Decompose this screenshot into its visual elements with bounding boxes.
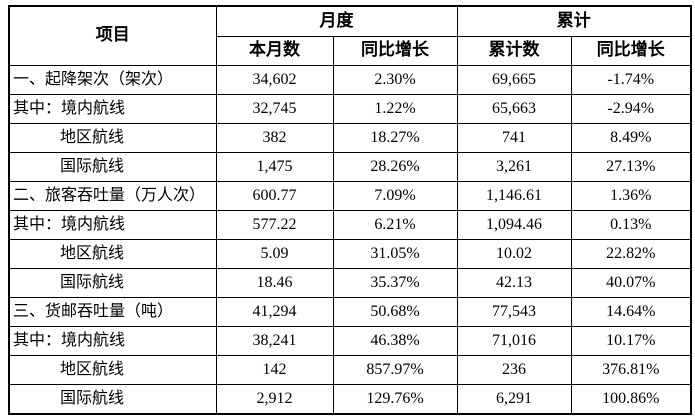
table-row: 国际航线 1,475 28.26% 3,261 27.13% (8, 151, 692, 182)
header-item-column: 项目 (8, 5, 217, 66)
cumulative-yoy-cell: 14.64% (570, 296, 692, 327)
cumulative-value-cell: 6,291 (456, 383, 572, 415)
header-monthly-group: 月度 (215, 5, 458, 37)
row-label: 地区航线 (8, 122, 217, 153)
table-row: 其中：境内航线 32,745 1.22% 65,663 -2.94% (8, 93, 692, 124)
table-row: 二、旅客吞吐量（万人次） 600.77 7.09% 1,146.61 1.36% (8, 180, 692, 211)
cumulative-value-cell: 10.02 (456, 238, 572, 269)
row-label: 国际航线 (8, 151, 217, 182)
cumulative-yoy-cell: 27.13% (570, 151, 692, 182)
table-row: 地区航线 382 18.27% 741 8.49% (8, 122, 692, 153)
cumulative-yoy-cell: 100.86% (570, 383, 692, 415)
cumulative-value-cell: 65,663 (456, 93, 572, 124)
row-label: 其中：境内航线 (8, 93, 217, 124)
table-row: 其中：境内航线 38,241 46.38% 71,016 10.17% (8, 325, 692, 356)
cumulative-value-cell: 42.13 (456, 267, 572, 298)
cumulative-yoy-cell: 0.13% (570, 209, 692, 240)
table-body: 一、起降架次（架次） 34,602 2.30% 69,665 -1.74% 其中：境内航线… (8, 64, 692, 415)
table-row: 地区航线 142 857.97% 236 376.81% (8, 354, 692, 385)
monthly-value-cell: 32,745 (215, 93, 334, 124)
cumulative-value-cell: 69,665 (456, 64, 572, 95)
cumulative-yoy-cell: 376.81% (570, 354, 692, 385)
monthly-value-cell: 142 (215, 354, 334, 385)
airport-operations-table: 项目 月度 累计 本月数 同比增长 累计数 同比增长 一、起降架次（架次） 34,… (8, 5, 692, 415)
monthly-value-cell: 382 (215, 122, 334, 153)
monthly-value-cell: 34,602 (215, 64, 334, 95)
table-row: 其中：境内航线 577.22 6.21% 1,094.46 0.13% (8, 209, 692, 240)
cumulative-yoy-cell: -1.74% (570, 64, 692, 95)
cumulative-value-cell: 1,094.46 (456, 209, 572, 240)
cumulative-yoy-cell: -2.94% (570, 93, 692, 124)
monthly-yoy-cell: 129.76% (332, 383, 458, 415)
monthly-value-cell: 5.09 (215, 238, 334, 269)
monthly-value-cell: 41,294 (215, 296, 334, 327)
monthly-yoy-cell: 50.68% (332, 296, 458, 327)
table-row: 国际航线 18.46 35.37% 42.13 40.07% (8, 267, 692, 298)
row-label: 其中：境内航线 (8, 209, 217, 240)
monthly-yoy-cell: 46.38% (332, 325, 458, 356)
row-label: 地区航线 (8, 238, 217, 269)
cumulative-yoy-cell: 22.82% (570, 238, 692, 269)
header-monthly-value: 本月数 (215, 35, 334, 66)
monthly-value-cell: 1,475 (215, 151, 334, 182)
header-cumulative-group: 累计 (456, 5, 692, 37)
header-cumulative-value: 累计数 (456, 35, 572, 66)
row-label: 地区航线 (8, 354, 217, 385)
table-row: 地区航线 5.09 31.05% 10.02 22.82% (8, 238, 692, 269)
cumulative-value-cell: 3,261 (456, 151, 572, 182)
monthly-value-cell: 600.77 (215, 180, 334, 211)
header-group-row: 项目 月度 累计 (8, 5, 692, 66)
cumulative-value-cell: 741 (456, 122, 572, 153)
monthly-yoy-cell: 2.30% (332, 64, 458, 95)
cumulative-yoy-cell: 8.49% (570, 122, 692, 153)
row-label: 三、货邮吞吐量（吨） (8, 296, 217, 327)
header-sub-row: 本月数 同比增长 累计数 同比增长 (9, 35, 692, 66)
monthly-yoy-cell: 1.22% (332, 93, 458, 124)
monthly-yoy-cell: 857.97% (332, 354, 458, 385)
row-label: 二、旅客吞吐量（万人次） (8, 180, 217, 211)
cumulative-yoy-cell: 1.36% (570, 180, 692, 211)
cumulative-yoy-cell: 40.07% (570, 267, 692, 298)
cumulative-value-cell: 71,016 (456, 325, 572, 356)
table-row: 一、起降架次（架次） 34,602 2.30% 69,665 -1.74% (8, 64, 692, 95)
monthly-yoy-cell: 7.09% (332, 180, 458, 211)
table-row: 国际航线 2,912 129.76% 6,291 100.86% (8, 383, 692, 415)
row-label: 国际航线 (8, 267, 217, 298)
monthly-yoy-cell: 28.26% (332, 151, 458, 182)
cumulative-value-cell: 77,543 (456, 296, 572, 327)
table-row: 三、货邮吞吐量（吨） 41,294 50.68% 77,543 14.64% (8, 296, 692, 327)
monthly-yoy-cell: 6.21% (332, 209, 458, 240)
cumulative-yoy-cell: 10.17% (570, 325, 692, 356)
monthly-yoy-cell: 35.37% (332, 267, 458, 298)
row-label: 国际航线 (8, 383, 217, 415)
monthly-yoy-cell: 31.05% (332, 238, 458, 269)
monthly-yoy-cell: 18.27% (332, 122, 458, 153)
row-label: 一、起降架次（架次） (8, 64, 217, 95)
row-label: 其中：境内航线 (8, 325, 217, 356)
cumulative-value-cell: 236 (456, 354, 572, 385)
monthly-value-cell: 38,241 (215, 325, 334, 356)
monthly-value-cell: 577.22 (215, 209, 334, 240)
header-monthly-yoy: 同比增长 (332, 35, 458, 66)
monthly-value-cell: 2,912 (215, 383, 334, 415)
header-cumulative-yoy: 同比增长 (570, 35, 692, 66)
cumulative-value-cell: 1,146.61 (456, 180, 572, 211)
monthly-value-cell: 18.46 (215, 267, 334, 298)
